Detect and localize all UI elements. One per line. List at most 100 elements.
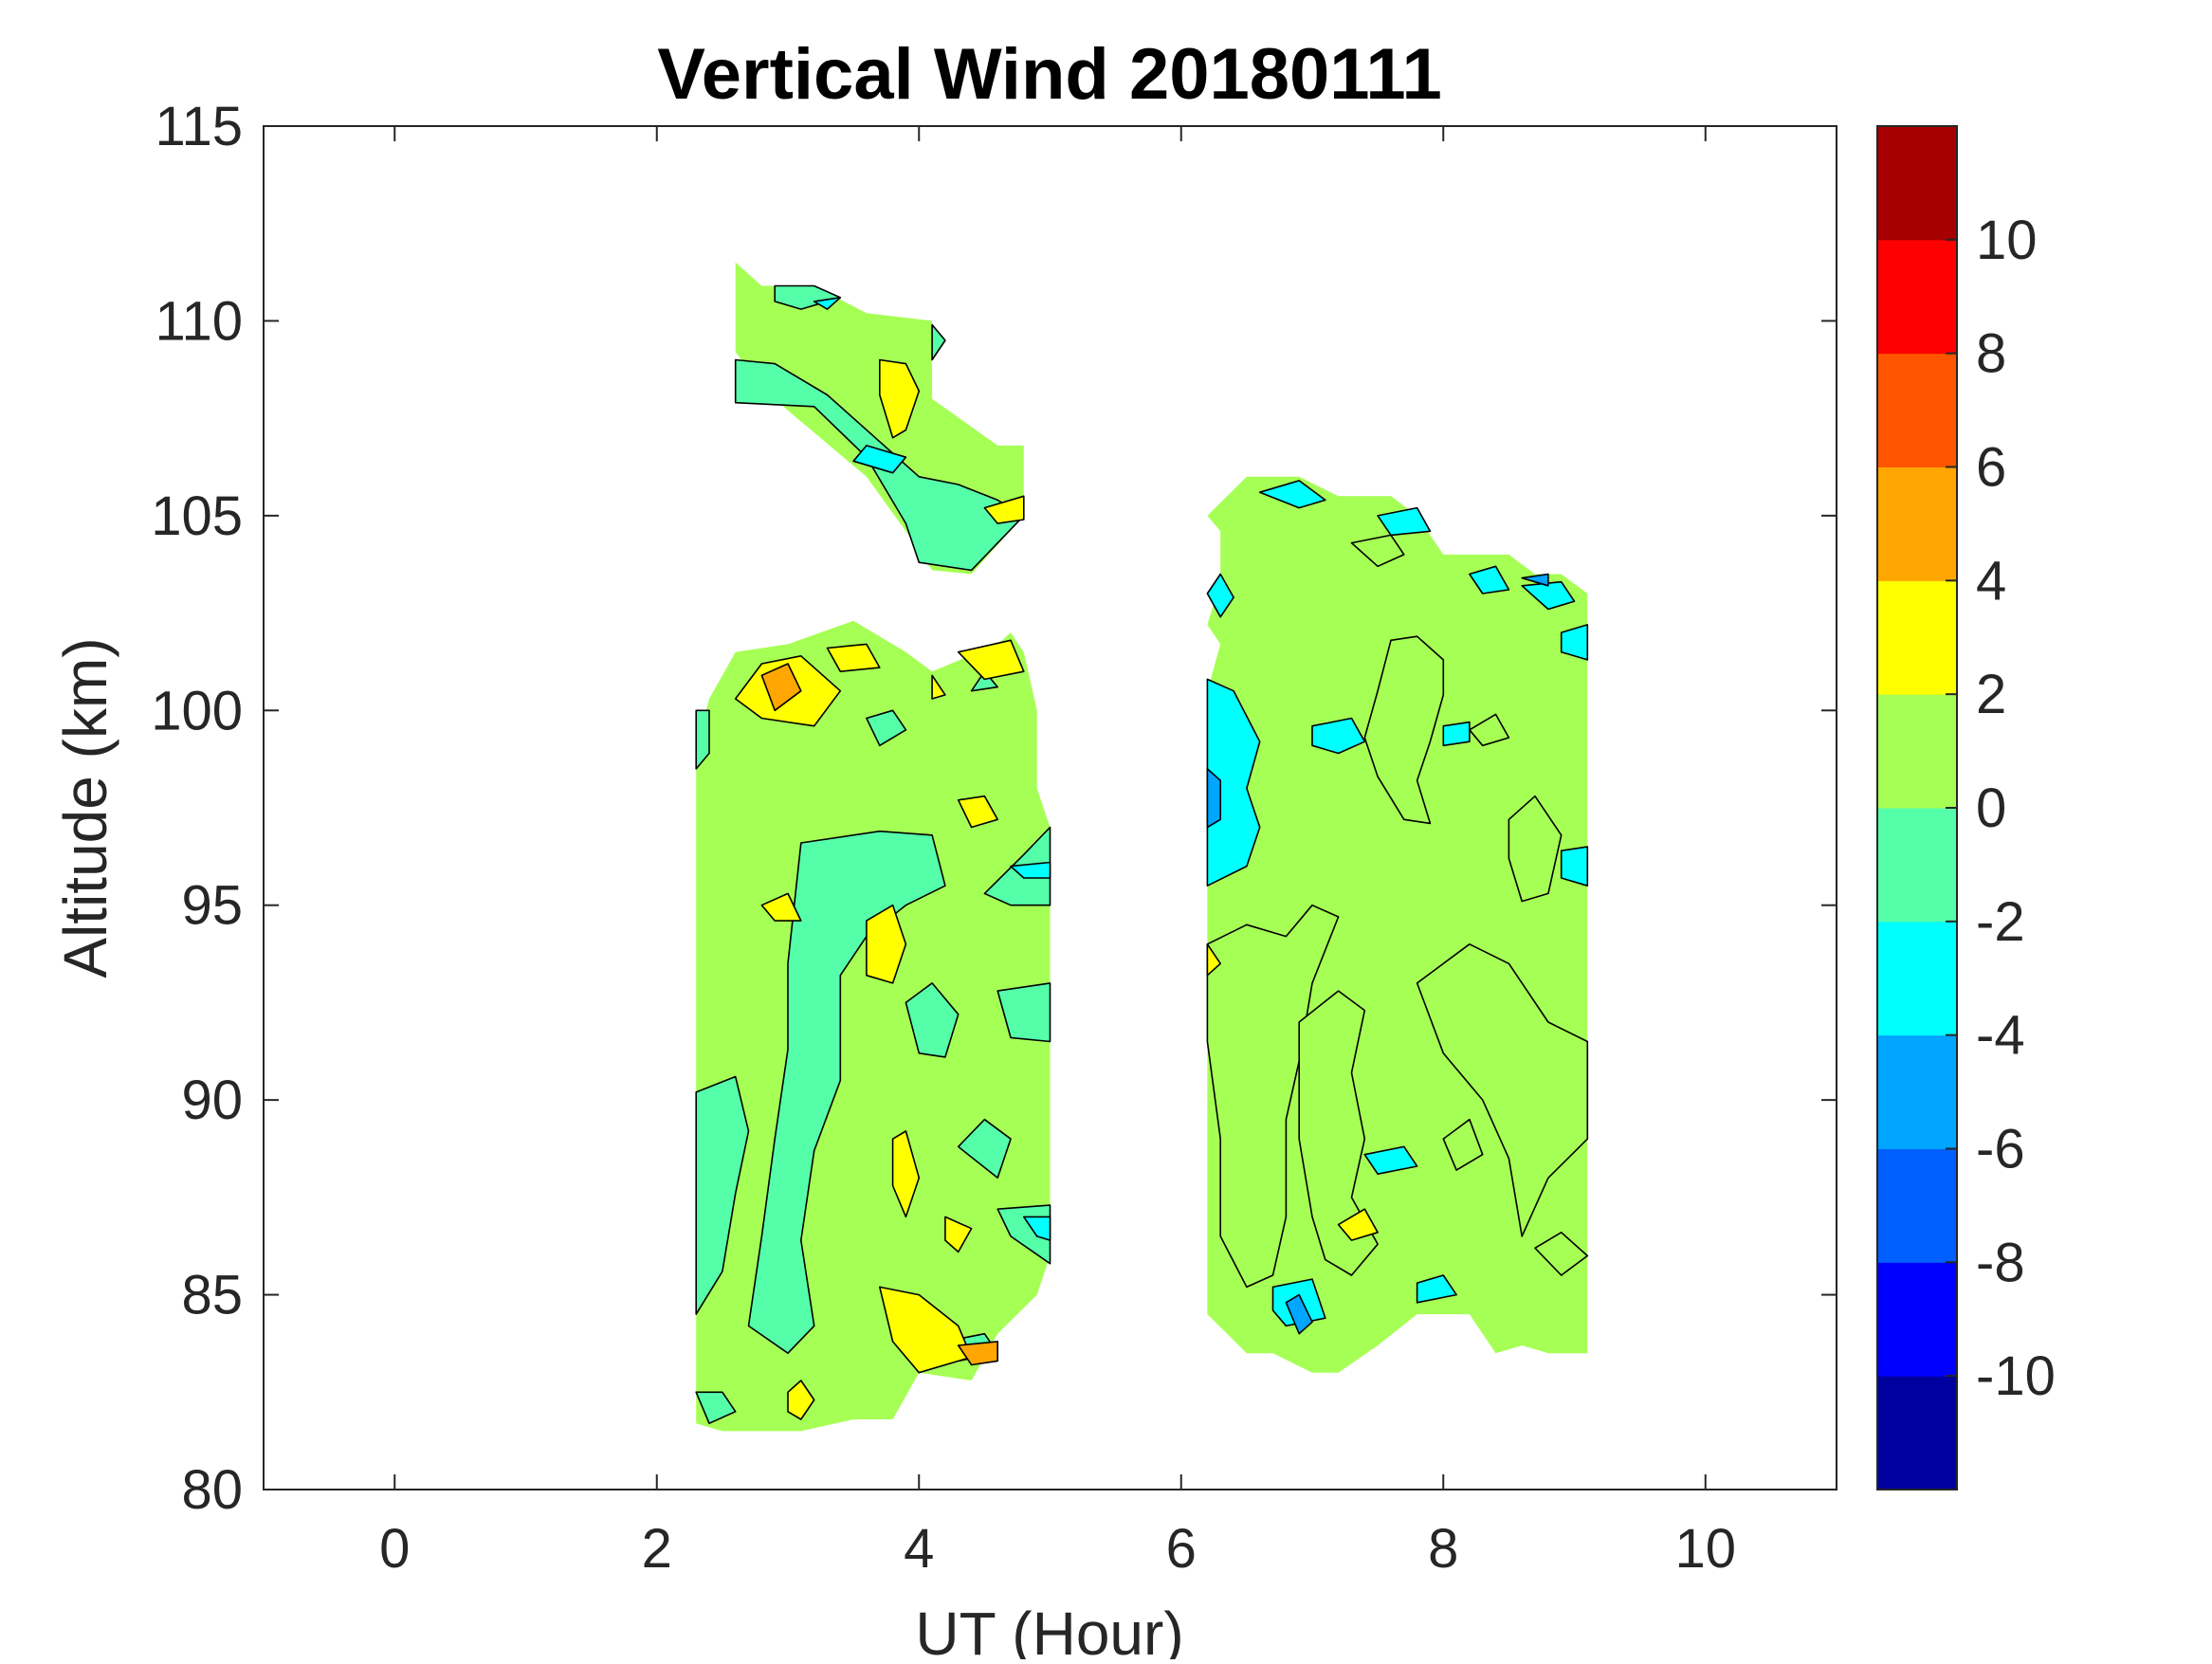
contour-patch xyxy=(1023,1216,1051,1241)
contour-patch xyxy=(1560,846,1589,887)
contour-patch xyxy=(760,892,802,922)
contour-patch xyxy=(891,1130,921,1218)
contour-patch xyxy=(1442,1118,1484,1171)
contour-patch xyxy=(944,1216,973,1253)
contour-patch xyxy=(1010,861,1051,879)
colorbar-swatch xyxy=(1877,239,1957,355)
contour-patch xyxy=(957,1341,998,1366)
contour-patch xyxy=(1560,624,1589,661)
colorbar-tick-label: 10 xyxy=(1976,210,2038,271)
colorbar-tick-label: -6 xyxy=(1976,1119,2025,1180)
axes: 0 2 4 6 8 10 80 85 90 95 100 105 110 115 xyxy=(151,96,1837,1580)
y-tick-label: 115 xyxy=(155,96,243,157)
colorbar-swatch xyxy=(1877,126,1957,241)
region-upper-left xyxy=(734,262,1025,575)
colorbar-tick-label: 0 xyxy=(1976,777,2006,839)
x-axis-label: UT (Hour) xyxy=(915,1600,1183,1659)
contour-patch xyxy=(695,1075,750,1315)
contour-patch xyxy=(1416,1274,1457,1304)
plot-frame xyxy=(263,125,1837,1490)
contour-patch xyxy=(1469,565,1510,594)
contour-patch xyxy=(747,830,946,1354)
colorbar-swatch xyxy=(1877,808,1957,923)
y-tick-label: 90 xyxy=(181,1070,243,1131)
colorbar-swatch xyxy=(1877,353,1957,467)
contour-patch xyxy=(957,1118,1012,1179)
contour-patch xyxy=(1350,534,1405,568)
colorbar-swatch xyxy=(1877,1034,1957,1149)
colorbar: -10 -8 -6 -4 -2 0 2 4 6 8 10 xyxy=(1876,125,2056,1490)
y-tick-label: 85 xyxy=(181,1265,243,1326)
contour-patch xyxy=(1206,904,1340,1289)
y-tick-label: 95 xyxy=(181,875,243,937)
contour-patch xyxy=(826,643,881,673)
colorbar-tick-label: 4 xyxy=(1976,550,2006,612)
contour-patch xyxy=(1521,573,1549,587)
contour-patch xyxy=(1363,635,1445,825)
colorbar-tick-label: -8 xyxy=(1976,1232,2025,1293)
contour-patch xyxy=(866,709,907,747)
contour-patch xyxy=(695,709,710,770)
contour-patch xyxy=(760,663,802,712)
contour-patch xyxy=(787,1380,815,1420)
contour-patch xyxy=(1377,506,1432,537)
plot-background xyxy=(264,126,1837,1490)
contour-patch xyxy=(931,674,946,700)
contour-patch xyxy=(957,639,1025,681)
x-tick-label: 10 xyxy=(1674,1518,1736,1580)
contour-patch xyxy=(1508,795,1563,903)
colorbar-tick-label: -4 xyxy=(1976,1005,2025,1067)
colorbar-tick-label: -2 xyxy=(1976,891,2025,953)
colorbar-tick-label: -10 xyxy=(1976,1345,2056,1407)
contour-patch xyxy=(1416,942,1589,1237)
contour-patch xyxy=(1206,768,1221,829)
contour-patch xyxy=(996,982,1051,1043)
x-tick-label: 8 xyxy=(1428,1518,1458,1580)
colorbar-swatch xyxy=(1877,580,1957,695)
contour-patch xyxy=(905,982,960,1058)
contour-patch xyxy=(931,323,946,361)
contour-patch xyxy=(1311,717,1366,755)
contour-patch xyxy=(1442,721,1471,747)
contour-regions xyxy=(695,262,1589,1432)
colorbar-swatch xyxy=(1877,1376,1957,1490)
contour-patch xyxy=(970,670,998,692)
contour-patch xyxy=(957,795,998,829)
colorbar-swatch xyxy=(1877,1262,1957,1377)
colorbar-swatch xyxy=(1877,694,1957,809)
contour-patch xyxy=(1258,480,1326,509)
colorbar-swatch xyxy=(1877,466,1957,581)
chart-title: Vertical Wind 20180111 xyxy=(657,34,1441,115)
contour-patch xyxy=(1337,1208,1379,1241)
colorbar-swatch xyxy=(1877,1148,1957,1263)
contour-patch xyxy=(1363,1145,1418,1175)
contour-patch xyxy=(852,445,907,474)
contour-patch xyxy=(1469,713,1510,747)
colorbar-swatch xyxy=(1877,921,1957,1036)
y-tick-label: 80 xyxy=(181,1459,243,1521)
contour-patch xyxy=(1285,1293,1313,1335)
colorbar-tick-label: 2 xyxy=(1976,664,2006,725)
contour-patch xyxy=(813,296,842,310)
contour-patch xyxy=(983,495,1025,524)
contour-patch xyxy=(1206,573,1234,618)
contour-patch xyxy=(866,904,907,984)
contour-patch xyxy=(878,358,921,439)
y-axis-label: Altitude (km) xyxy=(51,637,119,978)
y-tick-label: 100 xyxy=(151,680,243,741)
colorbar-tick-label: 6 xyxy=(1976,437,2006,499)
contour-patch xyxy=(1206,942,1221,977)
region-right xyxy=(1206,476,1589,1373)
colorbar-tick-label: 8 xyxy=(1976,323,2006,385)
x-tick-label: 2 xyxy=(642,1518,672,1580)
region-lower-left-base xyxy=(696,620,1051,1432)
y-tick-label: 110 xyxy=(155,290,243,352)
contour-patch xyxy=(695,1391,737,1424)
region-lower-left xyxy=(695,620,1051,1432)
x-tick-label: 6 xyxy=(1166,1518,1197,1580)
y-tick-label: 105 xyxy=(151,485,243,547)
contour-patch xyxy=(1534,1232,1589,1276)
x-tick-label: 4 xyxy=(904,1518,934,1580)
